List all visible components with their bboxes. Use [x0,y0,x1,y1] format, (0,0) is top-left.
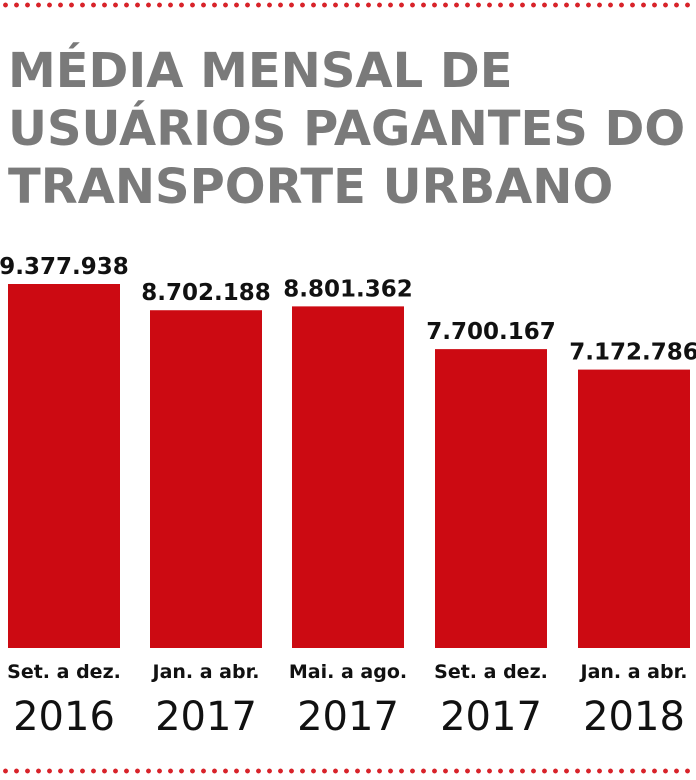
bar-value-label-5: 7.172.786 [569,340,696,366]
category-year-label-1: 2016 [13,694,115,740]
bar-value-label-4: 7.700.167 [426,319,556,345]
bar-4 [435,349,547,648]
chart-title: MÉDIA MENSAL DE USUÁRIOS PAGANTES DO TRA… [8,42,685,216]
category-year-label-2: 2017 [155,694,257,740]
bar-value-label-2: 8.702.188 [141,280,271,306]
bar-value-label-3: 8.801.362 [283,276,413,302]
category-period-label-5: Jan. a abr. [579,661,688,683]
category-period-label-3: Mai. a ago. [289,661,407,683]
top-dotted-border [0,2,696,8]
bar-value-label-1: 9.377.938 [0,254,129,280]
bar-3 [292,306,404,648]
bar-1 [8,284,120,648]
title-line-1: MÉDIA MENSAL DE [8,43,513,99]
category-year-label-4: 2017 [440,694,542,740]
title-line-3: TRANSPORTE URBANO [8,159,614,215]
category-period-label-1: Set. a dez. [7,661,121,683]
category-period-label-4: Set. a dez. [434,661,548,683]
category-year-label-5: 2018 [583,694,685,740]
bar-5 [578,369,690,648]
bottom-dotted-border [0,768,696,774]
bar-2 [150,310,262,648]
category-period-label-2: Jan. a abr. [151,661,260,683]
title-line-2: USUÁRIOS PAGANTES DO [8,101,686,157]
category-year-label-3: 2017 [297,694,399,740]
